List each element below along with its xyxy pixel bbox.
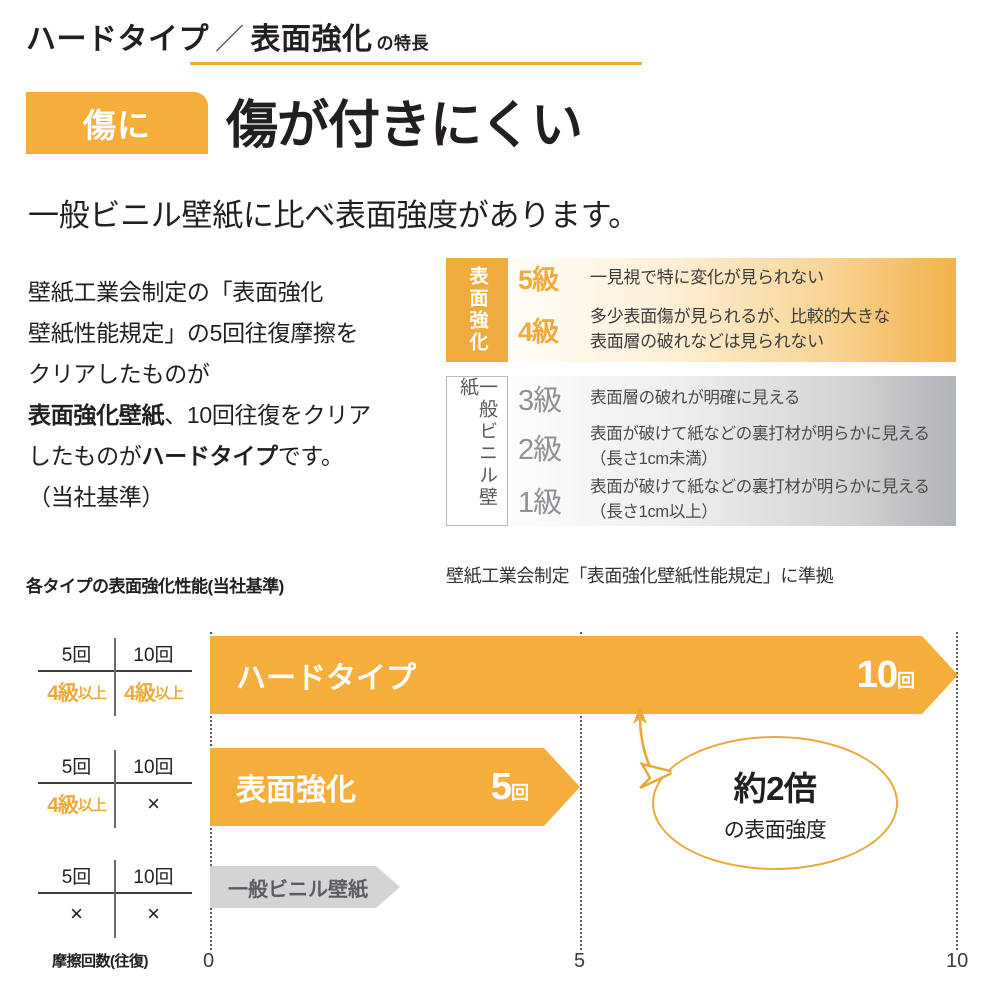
gridline-10 <box>956 632 958 950</box>
bar-value: 5回 <box>490 765 528 808</box>
kicker-separator: ／ <box>215 24 245 56</box>
grade-description: 一見視で特に変化が見られない <box>590 267 824 287</box>
paragraph-term-hard: ハードタイプ <box>141 443 279 469</box>
grade-level: 4級 <box>518 316 559 347</box>
legend-result: × <box>147 901 160 926</box>
table-row: 5級 一見視で特に変化が見られない <box>508 258 956 296</box>
annotation-headline: 約2倍 <box>733 770 817 807</box>
page-title: 傷が付きにくい <box>226 97 583 155</box>
table-row: 1級 表面が破けて紙などの裏打材が明らかに見える （長さ1cm以上） <box>508 474 956 526</box>
legend-header: 5回 <box>61 644 92 666</box>
bar-label: 一般ビニル壁紙 <box>228 878 368 901</box>
page-kicker: ハードタイプ／表面強化 の特長 <box>26 14 429 58</box>
callout-tail <box>639 762 676 790</box>
feature-badge: 傷に <box>26 92 208 154</box>
annotation-callout: 約2倍 の表面強度 <box>652 736 898 870</box>
description-paragraph: 壁紙工業会制定の「表面強化 壁紙性能規定」の5回往復摩擦を クリアしたものが 表… <box>28 272 443 518</box>
legend-result: 4級 以上 <box>47 794 107 817</box>
grade-group-vinyl-label: 一般ビニル壁紙 <box>446 376 508 526</box>
paragraph-term-surface: 表面強化壁紙 <box>28 402 165 428</box>
bar-legend-hard: 5回 10回 4級 以上 4級 以上 <box>38 636 192 718</box>
title-row: 傷に 傷が付きにくい <box>26 92 646 155</box>
legend-header: 5回 <box>61 866 92 888</box>
legend-result: 4級 以上 <box>47 682 107 705</box>
paragraph-line-5-post: です。 <box>277 443 344 469</box>
annotation-subtext: の表面強度 <box>723 819 827 842</box>
grade-level: 1級 <box>518 487 562 519</box>
page-subtitle: 一般ビニル壁紙に比べ表面強度があります。 <box>28 198 639 233</box>
grade-group-vinyl-rows: 3級 表面層の破れが明確に見える 2級 表面が破けて紙などの裏打材が明らかに見え… <box>508 376 956 526</box>
grade-level: 2級 <box>518 434 562 466</box>
grade-group-surface-label: 表面強化 <box>446 258 508 362</box>
legend-divider-v <box>114 750 116 828</box>
bar-value: 10回 <box>856 653 914 696</box>
axis-tick-5: 5 <box>574 950 586 972</box>
paragraph-line-2: 壁紙性能規定」の5回往復摩擦を <box>28 320 359 346</box>
kicker-type-hard: ハードタイプ <box>26 23 209 56</box>
grade-level: 3級 <box>518 385 562 417</box>
grade-description: 多少表面傷が見られるが、比較的大きな 表面層の破れなどは見られない <box>590 307 891 351</box>
legend-header: 10回 <box>133 756 174 778</box>
table-row: 3級 表面層の破れが明確に見える <box>508 376 956 420</box>
bar-surface-reinforced: 表面強化 5回 <box>210 748 580 826</box>
axis-tick-0: 0 <box>203 950 215 972</box>
legend-divider-v <box>114 860 116 938</box>
bar-legend-vinyl: 5回 10回 × × <box>38 858 192 940</box>
legend-result: 4級 以上 <box>124 682 184 705</box>
table-row: 2級 表面が破けて紙などの裏打材が明らかに見える （長さ1cm未満） <box>508 420 956 474</box>
bar-legend-surface: 5回 10回 4級 以上 × <box>38 748 192 830</box>
title-underline <box>190 62 642 65</box>
grade-group-surface: 表面強化 5級 一見視で特に変化が見られない 4級 多少表面傷が見られるが、比較… <box>446 258 956 362</box>
grade-description: 表面が破けて紙などの裏打材が明らかに見える （長さ1cm未満） <box>590 425 930 468</box>
axis-tick-10: 10 <box>946 950 969 972</box>
legend-divider-v <box>114 638 116 716</box>
gridline-5 <box>580 632 582 950</box>
grade-group-surface-rows: 5級 一見視で特に変化が見られない 4級 多少表面傷が見られるが、比較的大きな表… <box>508 258 956 362</box>
axis-label-x: 摩擦回数(往復) <box>52 953 149 970</box>
legend-header: 10回 <box>133 866 174 888</box>
paragraph-line-5-pre: したものが <box>28 443 142 469</box>
paragraph-line-3: クリアしたものが <box>28 361 210 387</box>
bar-label: ハードタイプ <box>236 662 416 695</box>
legend-result: × <box>70 901 83 926</box>
grade-table: 表面強化 5級 一見視で特に変化が見られない 4級 多少表面傷が見られるが、比較… <box>446 258 956 526</box>
feature-badge-label: 傷に <box>83 107 151 144</box>
kicker-type-surface: 表面強化 <box>250 23 373 56</box>
bar-hard-type: ハードタイプ 10回 <box>210 636 958 714</box>
legend-result: × <box>147 791 160 816</box>
bar-label: 表面強化 <box>236 774 356 807</box>
grade-table-caption: 壁紙工業会制定「表面強化壁紙性能規定」に準拠 <box>446 566 834 586</box>
legend-header: 10回 <box>133 644 174 666</box>
performance-chart: 5回 10回 4級 以上 4級 以上 5回 10回 4級 以上 × <box>0 612 1000 1000</box>
legend-header: 5回 <box>61 756 92 778</box>
grade-group-vinyl: 一般ビニル壁紙 3級 表面層の破れが明確に見える 2級 表面が破けて紙などの裏打… <box>446 376 956 526</box>
bar-general-vinyl: 一般ビニル壁紙 <box>210 866 400 908</box>
table-row: 4級 多少表面傷が見られるが、比較的大きな 表面層の破れなどは見られない <box>508 296 956 362</box>
kicker-suffix: の特長 <box>376 34 430 53</box>
grade-description: 表面層の破れが明確に見える <box>590 388 801 407</box>
chart-title: 各タイプの表面強化性能(当社基準) <box>26 577 284 596</box>
paragraph-line-4: 、10回往復をクリア <box>164 402 371 428</box>
paragraph-line-1: 壁紙工業会制定の「表面強化 <box>28 279 324 305</box>
paragraph-line-6: （当社基準） <box>28 484 165 510</box>
grade-level: 5級 <box>518 264 559 295</box>
grade-description: 表面が破けて紙などの裏打材が明らかに見える （長さ1cm以上） <box>590 478 930 521</box>
